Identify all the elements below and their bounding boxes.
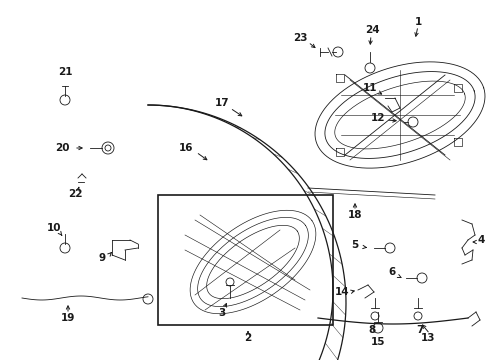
Text: 4: 4 [476, 235, 484, 245]
Text: 23: 23 [292, 33, 306, 43]
Text: 5: 5 [351, 240, 358, 250]
Text: 9: 9 [98, 253, 105, 263]
Text: 8: 8 [367, 325, 375, 335]
Text: 11: 11 [362, 83, 376, 93]
Text: 13: 13 [420, 333, 434, 343]
Text: 1: 1 [413, 17, 421, 27]
Text: 6: 6 [387, 267, 395, 277]
Text: 3: 3 [218, 308, 225, 318]
Text: 16: 16 [179, 143, 193, 153]
Text: 22: 22 [68, 189, 82, 199]
Text: 10: 10 [47, 223, 61, 233]
Text: 2: 2 [244, 333, 251, 343]
Text: 19: 19 [61, 313, 75, 323]
Text: 18: 18 [347, 210, 362, 220]
Text: 21: 21 [58, 67, 72, 77]
Text: 15: 15 [370, 337, 385, 347]
Bar [158, 195, 332, 325]
Text: 17: 17 [214, 98, 229, 108]
Text: 12: 12 [370, 113, 385, 123]
Text: 24: 24 [364, 25, 379, 35]
Text: 14: 14 [334, 287, 348, 297]
Text: 7: 7 [415, 325, 423, 335]
Text: 20: 20 [55, 143, 69, 153]
